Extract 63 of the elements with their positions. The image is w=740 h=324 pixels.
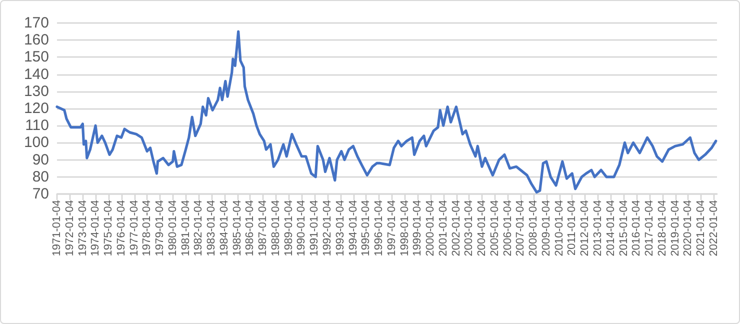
y-tick-label: 170	[24, 14, 49, 32]
y-tick-label: 110	[25, 117, 49, 134]
x-tick-label: 2010-01-04	[553, 200, 566, 256]
x-tick-label: 1987-01-04	[257, 200, 270, 256]
x-tick-label: 1999-01-04	[412, 200, 424, 256]
x-tick-label: 2020-01-04	[682, 200, 694, 256]
x-tick-label: 2012-01-04	[579, 200, 592, 256]
x-tick-label: 1976-01-04	[115, 200, 128, 256]
x-tick-label: 1972-01-04	[64, 200, 76, 256]
y-tick-label: 140	[24, 66, 49, 83]
x-tick-label: 1989-01-04	[282, 200, 295, 256]
x-tick-label: 1986-01-04	[244, 200, 256, 256]
x-tick-label: 1998-01-04	[398, 200, 411, 256]
x-tick-label: 1979-01-04	[154, 200, 166, 256]
x-tick-label: 1990-01-04	[296, 200, 308, 256]
x-tick-label: 1981-01-04	[180, 200, 192, 256]
x-tick-label: 1996-01-04	[373, 200, 386, 256]
x-tick-label: 2001-01-04	[437, 200, 450, 256]
x-tick-label: 2022-01-04	[708, 200, 720, 256]
x-tick-label: 2021-01-04	[695, 200, 708, 256]
x-tick-label: 2018-01-04	[656, 200, 668, 256]
y-tick-label: 80	[32, 168, 49, 186]
x-tick-label: 1973-01-04	[76, 200, 89, 256]
x-tick-label: 2004-01-04	[476, 200, 488, 256]
x-tick-label: 2019-01-04	[669, 200, 682, 256]
x-tick-label: 2007-01-04	[514, 200, 527, 256]
x-tick-label: 2002-01-04	[450, 200, 462, 256]
x-tick-label: 1975-01-04	[102, 200, 115, 256]
x-tick-label: 2008-01-04	[528, 200, 540, 256]
y-tick-label: 160	[24, 32, 49, 49]
x-tick-label: 2017-01-04	[644, 200, 656, 256]
x-tick-label: 1984-01-04	[218, 200, 230, 256]
x-tick-label: 1992-01-04	[321, 200, 334, 256]
x-tick-label: 1974-01-04	[90, 200, 102, 256]
x-tick-label: 2006-01-04	[502, 200, 514, 256]
x-tick-label: 2016-01-04	[630, 200, 643, 256]
x-tick-label: 2003-01-04	[463, 200, 476, 256]
x-tick-label: 1980-01-04	[166, 200, 179, 256]
x-tick-label: 1982-01-04	[192, 200, 205, 256]
x-tick-label: 2014-01-04	[604, 200, 617, 256]
y-tick-label: 70	[32, 186, 49, 202]
y-tick-label: 150	[24, 48, 49, 66]
x-tick-label: 1971-01-04	[51, 200, 63, 256]
x-tick-label: 2005-01-04	[488, 200, 501, 256]
x-tick-label: 1993-01-04	[334, 200, 346, 256]
x-tick-label: 2013-01-04	[592, 200, 604, 256]
x-tick-label: 1991-01-04	[308, 200, 321, 256]
x-tick-label: 2009-01-04	[540, 200, 552, 256]
y-tick-label: 90	[32, 151, 49, 168]
y-tick-label: 130	[24, 82, 49, 100]
x-tick-label: 2000-01-04	[424, 200, 437, 256]
x-tick-label: 1995-01-04	[360, 200, 372, 256]
y-tick-label: 120	[24, 100, 49, 117]
x-tick-label: 1978-01-04	[141, 200, 154, 256]
x-tick-label: 1988-01-04	[270, 200, 282, 256]
y-tick-label: 100	[24, 134, 49, 152]
x-tick-label: 2015-01-04	[618, 200, 630, 256]
x-tick-label: 1997-01-04	[386, 200, 398, 256]
x-tick-label: 1985-01-04	[231, 200, 244, 256]
x-tick-label: 2011-01-04	[566, 200, 578, 256]
x-tick-label: 1994-01-04	[347, 200, 360, 256]
x-tick-label: 1983-01-04	[206, 200, 218, 256]
x-tick-label: 1977-01-04	[128, 200, 140, 256]
